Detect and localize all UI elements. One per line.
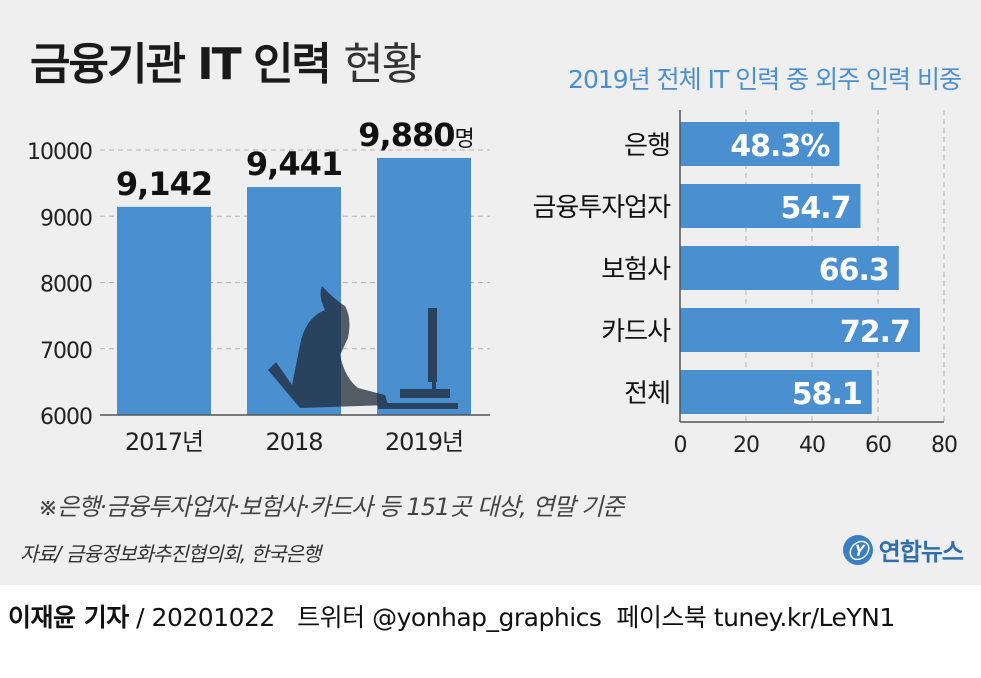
footnote: ※은행·금융투자업자·보험사·카드사 등 151곳 대상, 연말 기준 — [38, 493, 624, 521]
x-tick-label: 80 — [931, 433, 957, 458]
data-label: 9,142 — [116, 165, 212, 203]
category-label: 은행 — [624, 131, 670, 161]
y-tick-label: 10000 — [27, 140, 92, 165]
category-label: 전체 — [624, 379, 670, 409]
unit-label: 명 — [454, 127, 473, 152]
category-label: 카드사 — [601, 317, 671, 347]
bar — [680, 370, 872, 414]
bar — [377, 157, 471, 415]
y-tick-label: 7000 — [40, 339, 92, 364]
page-title: 금융기관 IT 인력 현황 — [30, 28, 422, 92]
yonhap-logo-text: 연합뉴스 — [878, 538, 964, 566]
bar — [117, 206, 211, 415]
credit-line: 이재윤 기자 / 20201022 트위터 @yonhap_graphics 페… — [8, 598, 895, 634]
y-tick-label: 8000 — [40, 273, 92, 298]
category-label: 보험사 — [601, 255, 671, 285]
x-tick-label: 0 — [674, 433, 687, 458]
x-tick-label: 2018 — [265, 428, 322, 456]
category-label: 금융투자업자 — [532, 193, 671, 223]
bar — [680, 246, 899, 290]
data-label: 48.3% — [730, 129, 830, 164]
yonhap-logo: Ⓨ 연합뉴스 — [842, 532, 964, 567]
y-tick-label: 9000 — [40, 206, 92, 231]
chart-subtitle: 2019년 전체 IT 인력 중 외주 인력 비중 — [568, 65, 962, 94]
data-label: 72.7 — [840, 315, 910, 350]
x-tick-label: 40 — [799, 433, 825, 458]
credit-details: / 20201022 트위터 @yonhap_graphics 페이스북 tun… — [128, 603, 895, 632]
title-light: 현황 — [343, 39, 422, 90]
x-tick-label: 20 — [733, 433, 759, 458]
yonhap-logo-mark-icon: Ⓨ — [842, 534, 873, 565]
bar — [680, 308, 920, 352]
data-label: 9,880명 — [358, 116, 473, 154]
bar — [680, 184, 861, 228]
bar — [680, 122, 840, 166]
x-tick-label: 2017년 — [125, 428, 203, 456]
x-tick-label: 60 — [865, 433, 891, 458]
data-label: 58.1 — [792, 377, 862, 412]
data-label: 9,441 — [246, 145, 342, 183]
x-tick-label: 2019년 — [385, 428, 463, 456]
title-bold: 금융기관 IT 인력 — [30, 39, 332, 90]
data-source: 자료/ 금융정보화추진협의회, 한국은행 — [20, 542, 321, 566]
horizontal-bar-chart: 0 20 40 60 80 은행 48.3% 금융투자업자 54.7 보험사 66.3 카드사 72.7… — [532, 110, 958, 458]
data-label: 54.7 — [780, 191, 850, 226]
chart-area: 6000 7000 8000 9000 10000 9,142 2017년 9,441 2018… — [27, 110, 958, 458]
author-name: 이재윤 기자 — [8, 603, 129, 632]
data-label: 66.3 — [819, 253, 889, 288]
y-tick-label: 6000 — [40, 405, 92, 430]
worker-silhouette-icon — [268, 286, 458, 409]
